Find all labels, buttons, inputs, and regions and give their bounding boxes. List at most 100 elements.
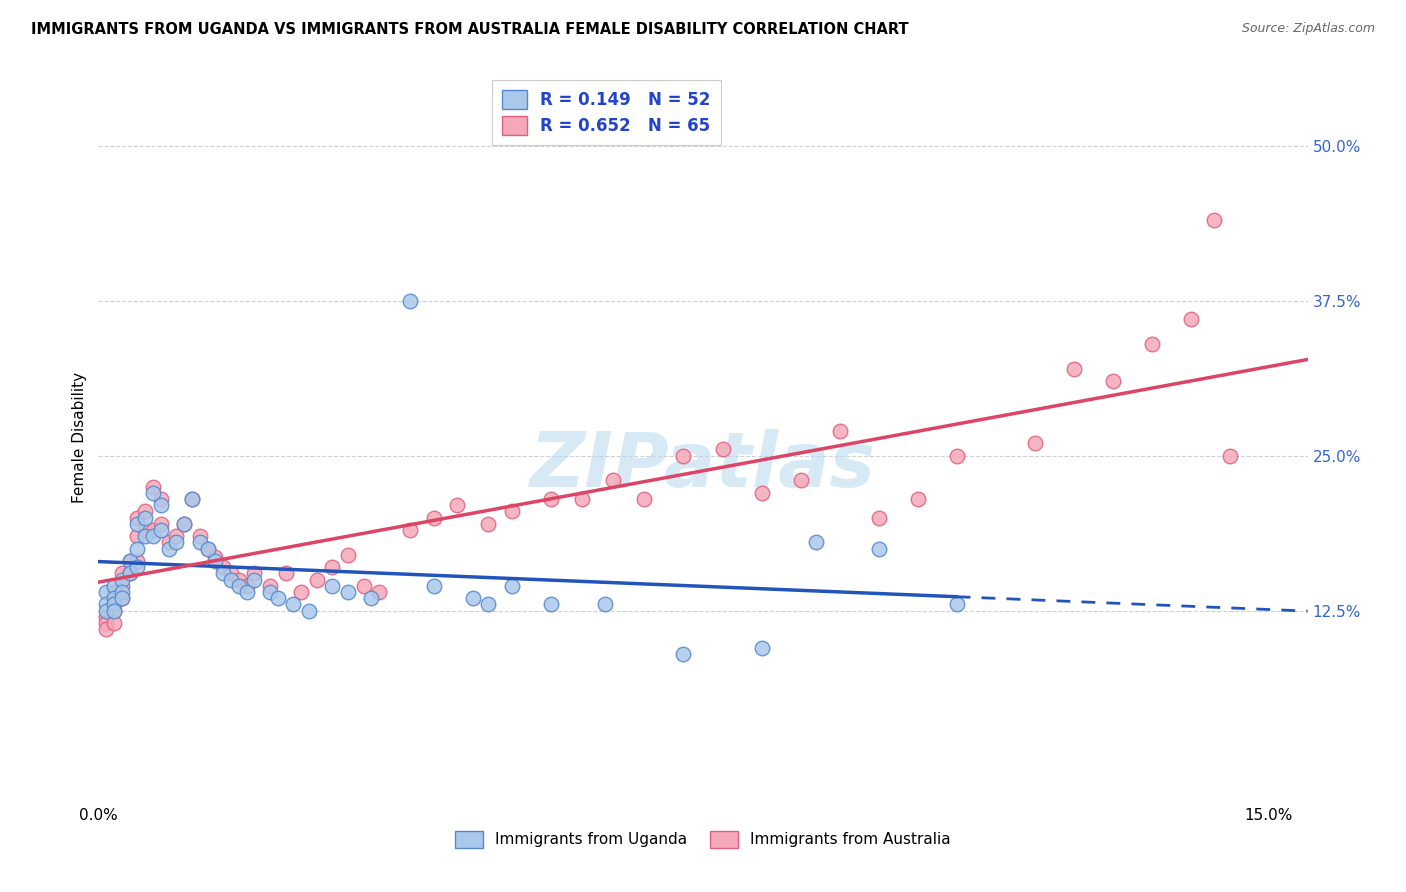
Point [142, 529, 165, 543]
Point [283, 598, 305, 612]
Point [103, 604, 125, 618]
Point [111, 573, 134, 587]
Point [399, 293, 422, 308]
Point [165, 535, 187, 549]
Point [321, 579, 343, 593]
Point [149, 491, 172, 506]
Point [127, 541, 149, 556]
Point [751, 640, 773, 655]
Point [142, 480, 165, 494]
Point [945, 449, 967, 463]
Point [103, 585, 125, 599]
Point [243, 566, 266, 581]
Point [461, 591, 484, 606]
Point [111, 579, 134, 593]
Point [118, 554, 141, 568]
Point [789, 474, 811, 488]
Point [204, 554, 226, 568]
Point [595, 598, 617, 612]
Point [111, 585, 134, 599]
Point [571, 491, 593, 506]
Point [188, 529, 211, 543]
Point [197, 541, 219, 556]
Point [602, 474, 624, 488]
Point [501, 579, 523, 593]
Point [118, 554, 141, 568]
Point [360, 591, 382, 606]
Point [804, 535, 827, 549]
Point [945, 598, 967, 612]
Point [127, 510, 149, 524]
Point [337, 548, 360, 562]
Point [103, 604, 125, 618]
Point [1140, 337, 1163, 351]
Point [368, 585, 391, 599]
Point [96, 622, 118, 636]
Point [212, 566, 235, 581]
Point [118, 566, 141, 581]
Point [173, 516, 195, 531]
Point [907, 491, 929, 506]
Point [149, 516, 172, 531]
Text: ZIPatlas: ZIPatlas [530, 429, 876, 503]
Point [477, 598, 499, 612]
Point [477, 516, 499, 531]
Point [219, 573, 242, 587]
Point [1024, 436, 1046, 450]
Point [111, 591, 134, 606]
Point [96, 604, 118, 618]
Point [134, 523, 156, 537]
Legend: Immigrants from Uganda, Immigrants from Australia: Immigrants from Uganda, Immigrants from … [450, 825, 956, 854]
Point [134, 510, 156, 524]
Point [290, 585, 312, 599]
Point [103, 591, 125, 606]
Text: Source: ZipAtlas.com: Source: ZipAtlas.com [1241, 22, 1375, 36]
Point [321, 560, 343, 574]
Point [96, 610, 118, 624]
Point [212, 560, 235, 574]
Point [96, 615, 118, 630]
Point [501, 504, 523, 518]
Point [828, 424, 851, 438]
Point [228, 573, 250, 587]
Point [235, 579, 257, 593]
Point [219, 566, 242, 581]
Point [103, 615, 125, 630]
Point [204, 550, 226, 565]
Point [157, 535, 180, 549]
Point [243, 573, 266, 587]
Point [127, 554, 149, 568]
Text: IMMIGRANTS FROM UGANDA VS IMMIGRANTS FROM AUSTRALIA FEMALE DISABILITY CORRELATIO: IMMIGRANTS FROM UGANDA VS IMMIGRANTS FRO… [31, 22, 908, 37]
Point [127, 560, 149, 574]
Point [1202, 213, 1225, 227]
Point [1219, 449, 1241, 463]
Point [149, 523, 172, 537]
Point [197, 541, 219, 556]
Point [96, 598, 118, 612]
Point [711, 442, 734, 457]
Point [672, 449, 695, 463]
Point [1063, 362, 1085, 376]
Point [111, 566, 134, 581]
Point [540, 598, 562, 612]
Point [149, 498, 172, 512]
Point [1180, 312, 1202, 326]
Point [259, 585, 281, 599]
Point [103, 598, 125, 612]
Point [868, 510, 890, 524]
Point [127, 529, 149, 543]
Point [259, 579, 281, 593]
Point [188, 535, 211, 549]
Point [399, 523, 422, 537]
Point [423, 510, 446, 524]
Point [157, 541, 180, 556]
Point [751, 486, 773, 500]
Point [96, 585, 118, 599]
Point [134, 504, 156, 518]
Point [633, 491, 655, 506]
Y-axis label: Female Disability: Female Disability [72, 371, 87, 503]
Point [103, 579, 125, 593]
Point [672, 647, 695, 661]
Point [142, 523, 165, 537]
Point [118, 566, 141, 581]
